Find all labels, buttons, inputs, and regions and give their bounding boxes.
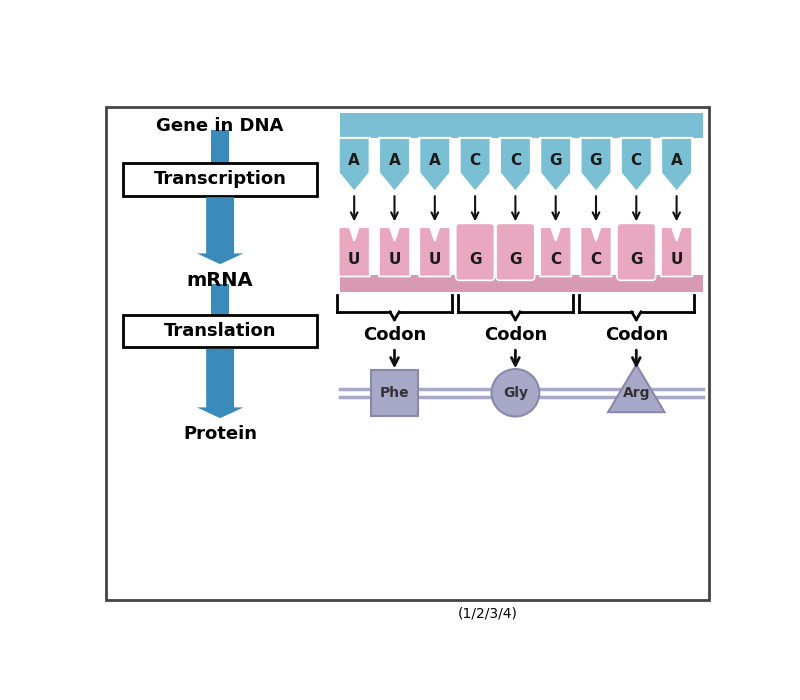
Polygon shape <box>581 228 611 276</box>
Text: mRNA: mRNA <box>187 271 254 290</box>
Bar <box>340 275 703 292</box>
Polygon shape <box>197 349 243 418</box>
Polygon shape <box>379 228 410 276</box>
Text: A: A <box>429 153 441 168</box>
Text: U: U <box>388 252 401 267</box>
FancyBboxPatch shape <box>617 223 656 280</box>
Text: (1/2/3/4): (1/2/3/4) <box>458 607 518 621</box>
Text: Transcription: Transcription <box>154 171 286 188</box>
Text: A: A <box>348 153 360 168</box>
Text: Gene in DNA: Gene in DNA <box>157 118 284 135</box>
Text: Gly: Gly <box>503 386 528 400</box>
Text: C: C <box>590 252 602 267</box>
Text: C: C <box>630 153 642 168</box>
Polygon shape <box>459 138 490 192</box>
Polygon shape <box>338 228 370 276</box>
Bar <box>211 130 230 162</box>
Text: C: C <box>550 252 562 267</box>
FancyBboxPatch shape <box>456 223 494 280</box>
Text: U: U <box>429 252 441 267</box>
Text: Translation: Translation <box>164 322 276 340</box>
Text: C: C <box>510 153 521 168</box>
Bar <box>123 315 317 347</box>
Text: G: G <box>550 153 562 168</box>
FancyBboxPatch shape <box>371 370 418 416</box>
Text: Codon: Codon <box>484 326 547 344</box>
Text: A: A <box>670 153 682 168</box>
Bar <box>340 113 703 138</box>
Text: G: G <box>630 252 642 267</box>
Text: C: C <box>470 153 481 168</box>
FancyBboxPatch shape <box>496 223 534 280</box>
Polygon shape <box>419 138 450 192</box>
Text: A: A <box>389 153 400 168</box>
Polygon shape <box>540 138 571 192</box>
Polygon shape <box>419 228 450 276</box>
Polygon shape <box>500 138 531 192</box>
Text: Codon: Codon <box>363 326 426 344</box>
Text: Protein: Protein <box>183 426 257 443</box>
Bar <box>211 284 230 315</box>
Circle shape <box>491 369 539 416</box>
Polygon shape <box>379 138 410 192</box>
Polygon shape <box>661 138 692 192</box>
Polygon shape <box>197 197 243 264</box>
Polygon shape <box>540 228 571 276</box>
Polygon shape <box>338 138 370 192</box>
Text: Phe: Phe <box>380 386 410 400</box>
Polygon shape <box>621 138 652 192</box>
Bar <box>123 163 317 195</box>
Text: G: G <box>590 153 602 168</box>
Text: Codon: Codon <box>605 326 668 344</box>
Text: G: G <box>469 252 482 267</box>
Polygon shape <box>608 365 665 412</box>
Polygon shape <box>661 228 692 276</box>
Polygon shape <box>581 138 611 192</box>
Text: U: U <box>670 252 682 267</box>
Text: G: G <box>509 252 522 267</box>
Text: U: U <box>348 252 360 267</box>
Text: Arg: Arg <box>622 386 650 400</box>
